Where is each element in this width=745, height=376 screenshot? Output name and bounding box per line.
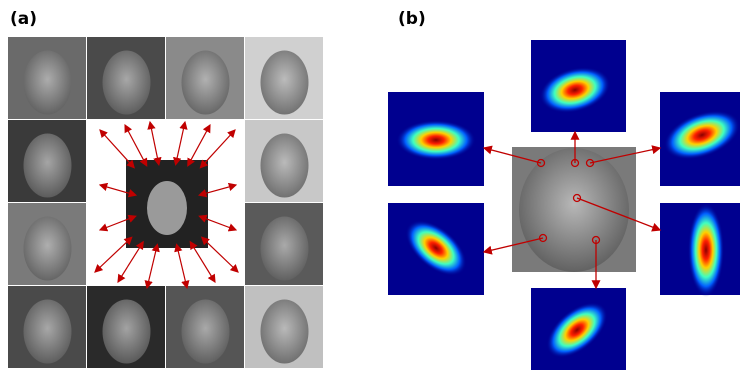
heatmap: [657, 92, 745, 186]
face: [24, 217, 72, 281]
face-photo: [8, 203, 86, 285]
face-photo: [8, 120, 86, 202]
arrow: [204, 130, 235, 163]
panel-b: [388, 40, 745, 370]
panel-label: (a): [10, 9, 37, 29]
arrow: [100, 130, 130, 163]
arrow: [191, 125, 210, 161]
arrow: [118, 247, 140, 282]
face: [103, 300, 151, 364]
face-photo: [87, 286, 165, 368]
arrow: [206, 241, 238, 272]
arrow: [125, 125, 144, 161]
heatmap: [660, 203, 740, 297]
face-photo: [87, 37, 165, 119]
heatmap: [388, 92, 484, 186]
heat-blob: [688, 203, 724, 297]
heatmap: [388, 203, 484, 295]
figure: (a) (b): [0, 0, 745, 376]
arrow: [205, 218, 236, 230]
arrow: [150, 122, 158, 159]
arrow: [100, 185, 130, 194]
face-photo: [245, 120, 323, 202]
arrow: [147, 250, 156, 288]
panel-label: (b): [398, 9, 426, 29]
panel-a: [8, 37, 323, 368]
face: [103, 51, 151, 115]
face-photo: [8, 286, 86, 368]
arrow: [177, 122, 185, 159]
face: [261, 134, 309, 198]
arrow: [205, 185, 236, 194]
face: [24, 51, 72, 115]
arrow: [193, 247, 215, 282]
face: [147, 181, 187, 235]
face-photo: [166, 37, 244, 119]
heat-blob: [396, 120, 475, 160]
heatmap: [531, 288, 626, 370]
face: [24, 134, 72, 198]
arrow: [100, 218, 130, 230]
face-photo: [8, 37, 86, 119]
face-photo: [245, 37, 323, 119]
face: [24, 300, 72, 364]
face: [261, 217, 309, 281]
arrow: [95, 241, 127, 272]
face-photo: [166, 286, 244, 368]
face: [261, 300, 309, 364]
arrow: [178, 250, 187, 288]
face-photo: [245, 203, 323, 285]
face: [182, 300, 230, 364]
face: [182, 51, 230, 115]
face: [261, 51, 309, 115]
heatmap: [531, 40, 626, 132]
face-photo: [245, 286, 323, 368]
